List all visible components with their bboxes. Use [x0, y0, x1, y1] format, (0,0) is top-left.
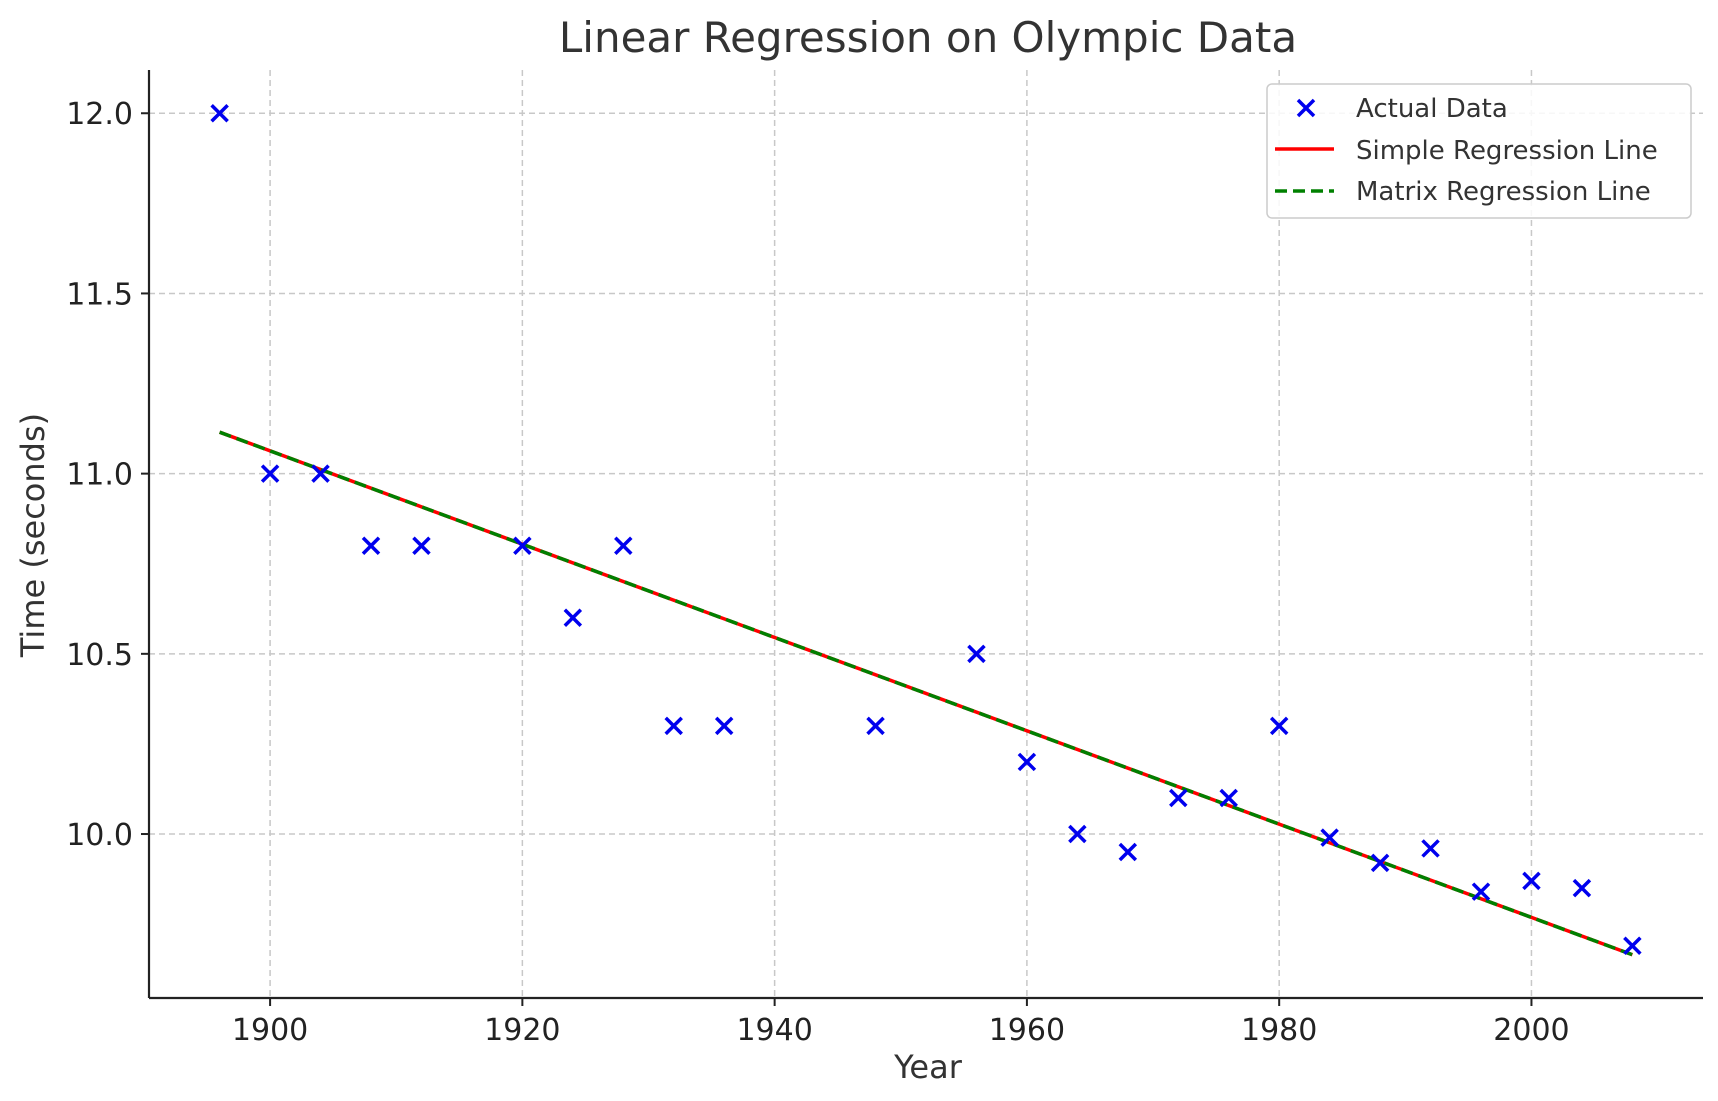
- data-points: [210, 104, 1642, 955]
- data-point: [361, 536, 381, 555]
- x-tick-label: 1940: [736, 1013, 812, 1048]
- legend: Actual Data Simple Regression Line Matri…: [1266, 83, 1692, 219]
- legend-item-simple-regression: Simple Regression Line: [1275, 136, 1658, 166]
- legend-marker-x: [1296, 98, 1316, 118]
- legend-label-actual-data: Actual Data: [1356, 94, 1508, 124]
- legend-box: [1266, 83, 1692, 219]
- x-tick-label: 2000: [1493, 1013, 1569, 1048]
- y-tick-label: 10.0: [66, 818, 133, 853]
- data-point: [664, 716, 683, 736]
- chart-title: Linear Regression on Olympic Data: [559, 13, 1297, 62]
- data-point: [614, 536, 633, 555]
- regression-lines: [219, 430, 1633, 957]
- data-point: [1169, 788, 1188, 808]
- data-point: [311, 464, 330, 483]
- grid: [149, 70, 1703, 998]
- data-point: [1269, 716, 1289, 736]
- y-tick-label: 10.5: [66, 638, 133, 673]
- data-point: [1370, 853, 1390, 873]
- simple-regression-line: [219, 430, 1633, 957]
- data-point: [1522, 871, 1541, 891]
- data-point: [1118, 842, 1138, 862]
- data-point: [1421, 839, 1440, 858]
- legend-item-matrix-regression: Matrix Regression Line: [1275, 177, 1651, 207]
- data-point: [210, 104, 229, 123]
- y-tick-label: 11.5: [66, 277, 133, 312]
- data-point: [1572, 878, 1592, 898]
- x-tick-label: 1980: [1241, 1013, 1317, 1048]
- data-point: [513, 536, 532, 555]
- legend-label-simple-regression: Simple Regression Line: [1356, 136, 1658, 166]
- x-tick-label: 1960: [989, 1013, 1065, 1048]
- legend-label-matrix-regression: Matrix Regression Line: [1356, 177, 1651, 207]
- legend-item-actual-data: Actual Data: [1296, 94, 1508, 124]
- data-point: [412, 536, 431, 555]
- data-point: [1623, 936, 1642, 955]
- data-point: [967, 644, 986, 664]
- y-tick-label: 11.0: [66, 458, 133, 493]
- data-point: [1017, 752, 1037, 772]
- data-point: [866, 716, 885, 736]
- data-point: [563, 608, 583, 628]
- data-point: [260, 464, 280, 483]
- data-point: [714, 716, 734, 736]
- ticks: 1900 1920 1940 1960 1980 2000 10.0 10.5 11.0 11.5…: [66, 97, 1569, 1048]
- x-axis-label: Year: [893, 1048, 963, 1086]
- x-tick-label: 1920: [484, 1013, 560, 1048]
- axes: [147, 70, 1703, 1000]
- x-tick-label: 1900: [232, 1013, 308, 1048]
- data-point: [1471, 882, 1491, 901]
- y-axis-label: Time (seconds): [14, 413, 52, 658]
- data-point: [1320, 828, 1339, 847]
- y-tick-label: 12.0: [66, 97, 133, 132]
- data-point: [1219, 788, 1238, 808]
- data-point: [1068, 824, 1087, 844]
